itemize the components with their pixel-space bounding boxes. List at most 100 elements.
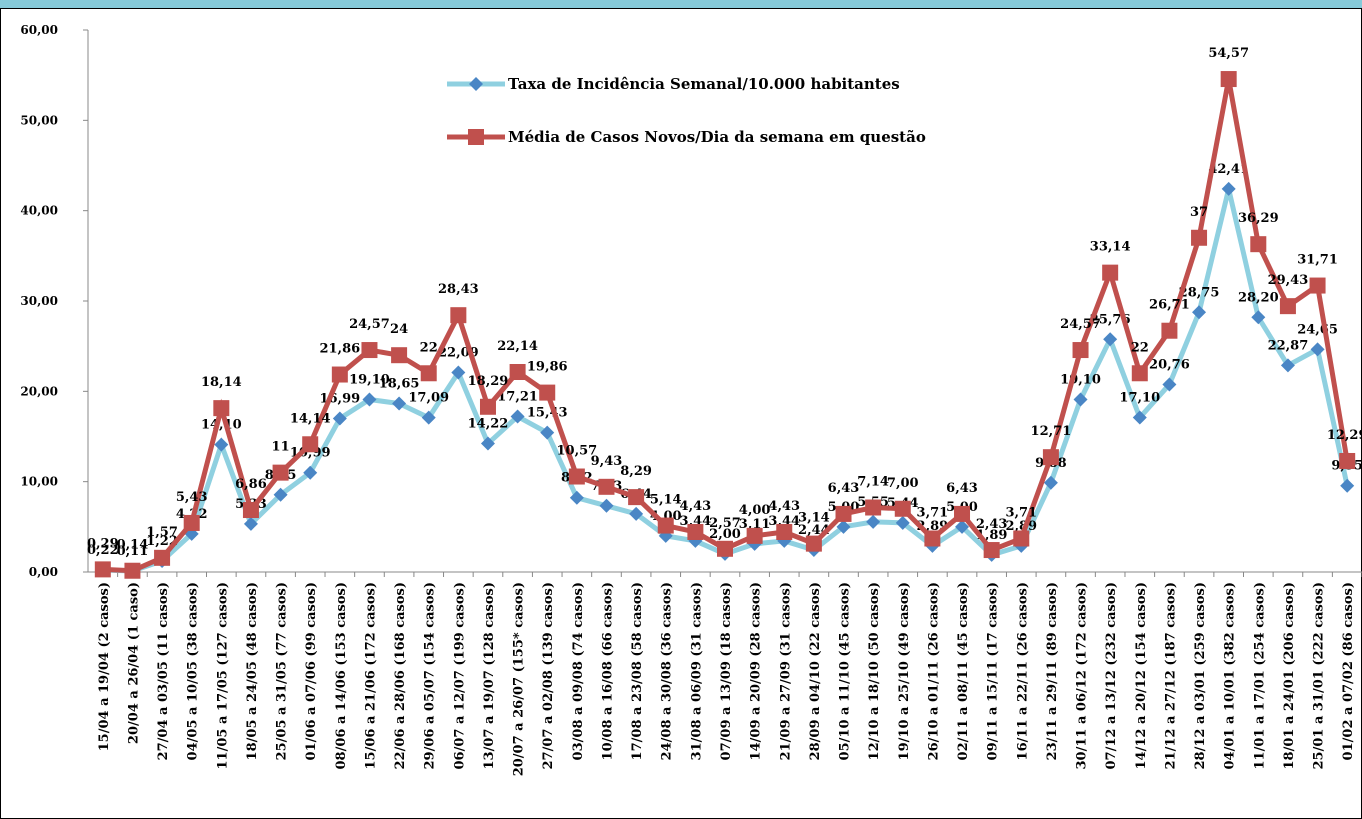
- marker: [895, 515, 910, 530]
- data-label: 14,22: [468, 417, 509, 432]
- x-tick-label: 01/02 a 07/02 (86 casos): [1341, 582, 1356, 760]
- marker: [303, 465, 318, 480]
- marker: [1013, 530, 1030, 547]
- marker: [154, 549, 171, 566]
- x-tick-label: 08/06 a 14/06 (153 casos): [334, 582, 349, 769]
- data-label: 18,65: [379, 377, 420, 392]
- data-label: 0,29: [87, 536, 119, 551]
- x-tick-label: 15/04 a 19/04 (2 casos): [97, 582, 112, 751]
- marker: [955, 519, 970, 534]
- x-tick-label: 27/07 a 02/08 (139 casos): [541, 582, 556, 769]
- marker: [1279, 298, 1296, 315]
- x-tick-label: 24/08 a 30/08 (36 casos): [660, 582, 675, 760]
- data-label: 2,43: [976, 517, 1008, 532]
- data-label: 7,14: [857, 475, 889, 490]
- x-tick-label: 22/06 a 28/06 (168 casos): [393, 582, 408, 769]
- x-tick-label: 04/01 a 10/01 (382 casos): [1223, 582, 1238, 769]
- data-label: 24,65: [1297, 322, 1338, 337]
- series-line: [102, 78, 1350, 574]
- data-label: 24,57: [349, 317, 390, 332]
- marker: [1103, 332, 1118, 347]
- marker: [1220, 71, 1237, 88]
- data-label: 17,21: [497, 390, 538, 405]
- marker: [332, 411, 347, 426]
- data-label: 6,43: [828, 481, 860, 496]
- x-tick-label: 04/05 a 10/05 (38 casos): [186, 582, 201, 760]
- data-label: 12,71: [1031, 424, 1072, 439]
- data-label: 28,20: [1238, 290, 1279, 305]
- x-tick-label: 13/07 a 19/07 (128 casos): [482, 582, 497, 769]
- data-label: 19,10: [349, 372, 390, 387]
- marker: [568, 468, 585, 485]
- x-tick-label: 21/12 a 27/12 (187 casos): [1163, 582, 1178, 769]
- x-tick-label: 20/07 a 26/07 (155* casos): [512, 582, 527, 776]
- data-label: 0,14: [117, 538, 149, 553]
- y-tick-label: 0,00: [29, 565, 58, 579]
- x-tick-label: 09/11 a 15/11 (17 casos): [986, 582, 1001, 760]
- data-label: 26,71: [1149, 298, 1190, 313]
- data-label: 7,00: [887, 476, 919, 491]
- marker: [362, 392, 377, 407]
- marker: [866, 514, 881, 529]
- data-label: 24: [390, 322, 408, 337]
- x-tick-label: 25/01 a 31/01 (222 casos): [1312, 582, 1327, 769]
- marker: [1162, 377, 1177, 392]
- data-label: 3,71: [917, 505, 949, 520]
- marker: [776, 523, 793, 540]
- marker: [1309, 277, 1326, 294]
- x-tick-label: 26/10 a 01/11 (26 casos): [926, 582, 941, 760]
- x-tick-label: 07/12 a 13/12 (232 casos): [1104, 582, 1119, 769]
- marker: [331, 366, 348, 383]
- x-tick-label: 21/09 a 27/09 (31 casos): [778, 582, 793, 760]
- marker: [183, 514, 200, 531]
- x-tick-label: 12/10 a 18/10 (50 casos): [867, 582, 882, 760]
- data-label: 31,71: [1297, 253, 1338, 268]
- marker: [835, 505, 852, 522]
- x-tick-label: 28/09 a 04/10 (22 casos): [808, 582, 823, 760]
- marker: [599, 498, 614, 513]
- data-label: 21,86: [319, 342, 360, 357]
- marker: [598, 478, 615, 495]
- data-label: 8,29: [620, 464, 652, 479]
- marker: [450, 307, 467, 324]
- x-tick-label: 05/10 a 11/10 (45 casos): [838, 582, 853, 760]
- x-tick-label: 03/08 a 09/08 (74 casos): [571, 582, 586, 760]
- y-tick-label: 30,00: [20, 294, 58, 308]
- data-label: 6,86: [235, 477, 267, 492]
- data-label: 22,87: [1268, 338, 1309, 353]
- marker: [479, 398, 496, 415]
- data-label: 4,43: [768, 499, 800, 514]
- marker: [836, 519, 851, 534]
- data-label: 0,11: [117, 544, 149, 559]
- data-label: 4,00: [739, 503, 771, 518]
- marker: [1191, 229, 1208, 246]
- x-tick-label: 18/05 a 24/05 (48 casos): [245, 582, 260, 760]
- data-label: 33,14: [1090, 240, 1131, 255]
- legend-marker: [468, 129, 484, 145]
- data-label: 29,43: [1268, 273, 1309, 288]
- x-tick-label: 27/04 a 03/05 (11 casos): [156, 582, 171, 760]
- x-tick-label: 17/08 a 23/08 (58 casos): [630, 582, 645, 760]
- marker: [124, 562, 141, 579]
- marker: [391, 347, 408, 364]
- x-tick-label: 02/11 a 08/11 (45 casos): [956, 582, 971, 760]
- marker: [983, 542, 1000, 559]
- data-label: 3,71: [1005, 505, 1037, 520]
- data-label: 12,29: [1327, 428, 1362, 443]
- marker: [421, 410, 436, 425]
- data-label: 11: [272, 440, 290, 455]
- marker: [451, 365, 466, 380]
- data-label: 19,10: [1060, 372, 1101, 387]
- marker: [243, 516, 258, 531]
- data-label: 5,43: [176, 490, 208, 505]
- data-label: 18,14: [201, 375, 242, 390]
- x-tick-label: 14/09 a 20/09 (28 casos): [749, 582, 764, 760]
- y-tick-label: 10,00: [20, 475, 58, 489]
- marker: [242, 502, 259, 519]
- marker: [510, 409, 525, 424]
- x-tick-label: 16/11 a 22/11 (26 casos): [1015, 582, 1030, 760]
- marker: [805, 535, 822, 552]
- data-label: 6,43: [946, 481, 978, 496]
